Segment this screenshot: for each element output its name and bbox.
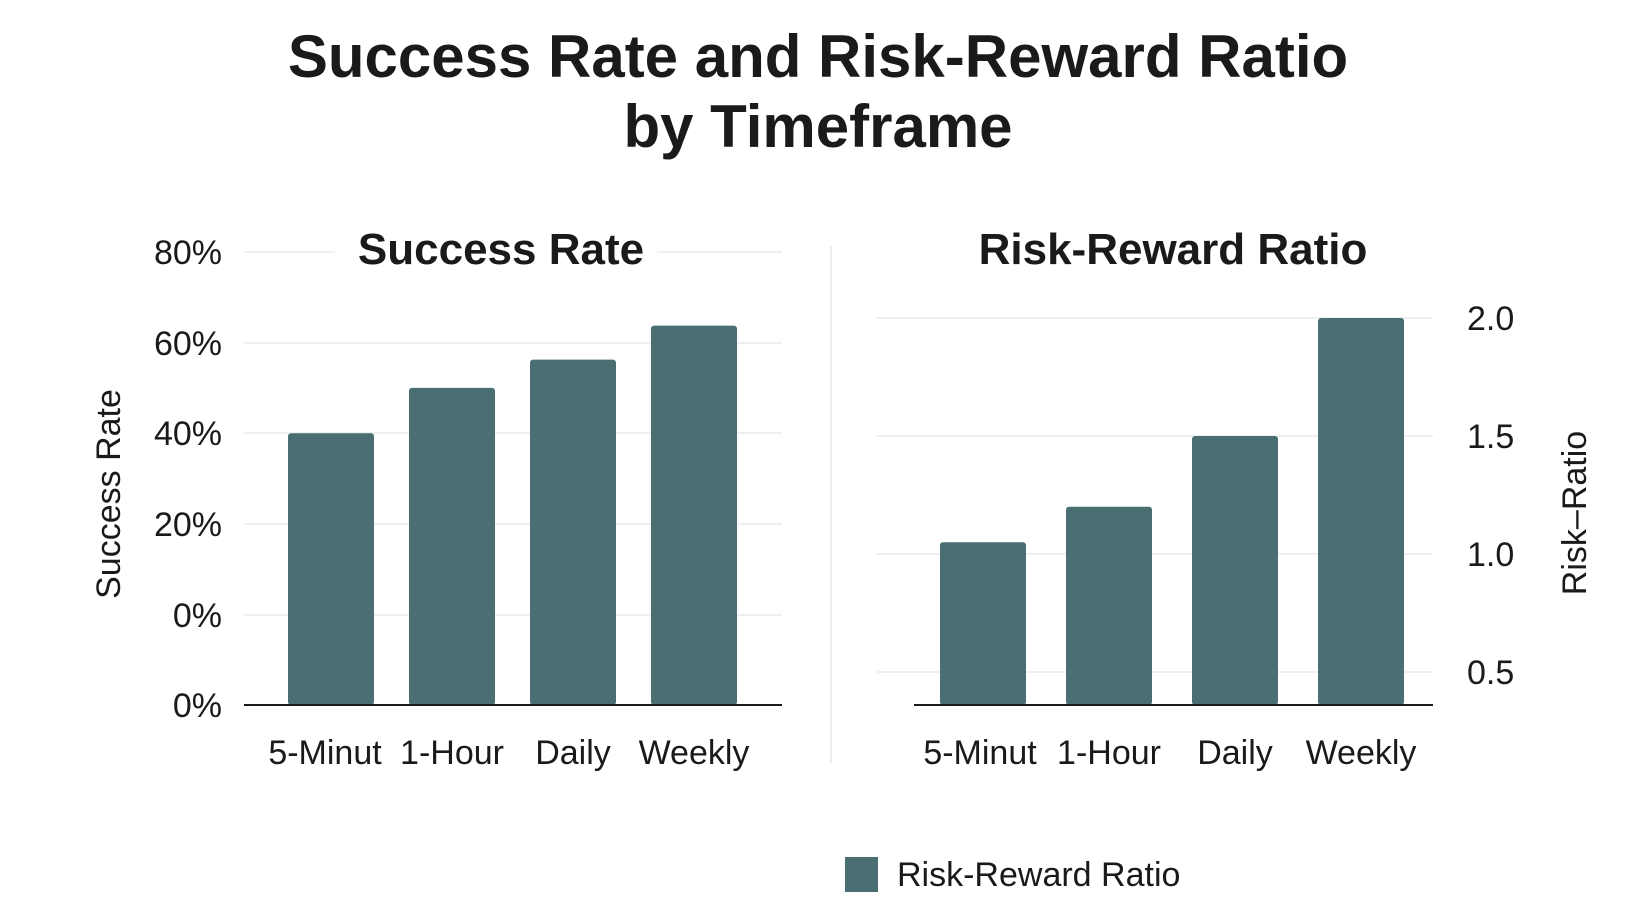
risk-reward-category-label: 5-Minut bbox=[923, 734, 1037, 772]
risk-reward-bar bbox=[940, 542, 1026, 705]
risk-reward-category-label: Weekly bbox=[1306, 734, 1417, 772]
risk-reward-y-axis-label: Risk–Ratio bbox=[1556, 431, 1594, 595]
chart-title: Success Rate and Risk-Reward Ratio by Ti… bbox=[0, 22, 1636, 162]
success-rate-bar bbox=[651, 325, 737, 705]
success-rate-y-tick-label: 60% bbox=[154, 325, 222, 363]
success-rate-y-tick-label: 80% bbox=[154, 234, 222, 272]
risk-reward-category-label: Daily bbox=[1197, 734, 1273, 772]
risk-reward-bars bbox=[940, 318, 1404, 705]
success-rate-categories: 5-Minut 1-Hour Daily Weekly bbox=[268, 734, 749, 772]
chart-title-line-2: by Timeframe bbox=[623, 93, 1013, 160]
success-rate-bar bbox=[530, 359, 616, 705]
success-rate-bar bbox=[288, 433, 374, 705]
risk-reward-bar bbox=[1192, 436, 1278, 705]
risk-reward-category-label: 1-Hour bbox=[1057, 734, 1161, 772]
risk-reward-y-tick-label: 0.5 bbox=[1467, 654, 1514, 692]
success-rate-title: Success Rate bbox=[358, 225, 644, 274]
legend-swatch bbox=[845, 857, 878, 892]
success-rate-panel: 0% 0% 20% 40% 60% 80% 5-Minut 1-Hour Daily Weekl… bbox=[90, 225, 782, 772]
risk-reward-y-ticks: 0.5 1.0 1.5 2.0 bbox=[1467, 300, 1514, 692]
success-rate-category-label: 5-Minut bbox=[268, 734, 382, 772]
success-rate-category-label: Daily bbox=[535, 734, 611, 772]
success-rate-y-axis-label: Success Rate bbox=[90, 389, 128, 599]
risk-reward-y-tick-label: 1.0 bbox=[1467, 536, 1514, 574]
success-rate-bars bbox=[288, 325, 737, 705]
risk-reward-panel: 0.5 1.0 1.5 2.0 5-Minut 1-Hour Daily Weekly Ri… bbox=[877, 225, 1594, 772]
success-rate-y-tick-label: 40% bbox=[154, 415, 222, 453]
risk-reward-categories: 5-Minut 1-Hour Daily Weekly bbox=[923, 734, 1416, 772]
success-rate-y-ticks: 0% 0% 20% 40% 60% 80% bbox=[154, 234, 222, 725]
risk-reward-title: Risk-Reward Ratio bbox=[979, 225, 1368, 274]
success-rate-y-tick-label: 20% bbox=[154, 506, 222, 544]
risk-reward-bar bbox=[1066, 506, 1152, 705]
risk-reward-y-tick-label: 1.5 bbox=[1467, 418, 1514, 456]
success-rate-category-label: Weekly bbox=[639, 734, 750, 772]
risk-reward-y-tick-label: 2.0 bbox=[1467, 300, 1514, 338]
success-rate-bar bbox=[409, 387, 495, 705]
success-rate-category-label: 1-Hour bbox=[400, 734, 504, 772]
legend: Risk-Reward Ratio bbox=[845, 856, 1180, 894]
success-rate-y-tick-label: 0% bbox=[173, 597, 222, 635]
success-rate-y-tick-label: 0% bbox=[173, 687, 222, 725]
success-rate-title-backdrop bbox=[335, 228, 657, 268]
risk-reward-bar bbox=[1318, 318, 1404, 705]
chart-title-line-1: Success Rate and Risk-Reward Ratio bbox=[287, 23, 1349, 90]
legend-label: Risk-Reward Ratio bbox=[897, 856, 1180, 894]
